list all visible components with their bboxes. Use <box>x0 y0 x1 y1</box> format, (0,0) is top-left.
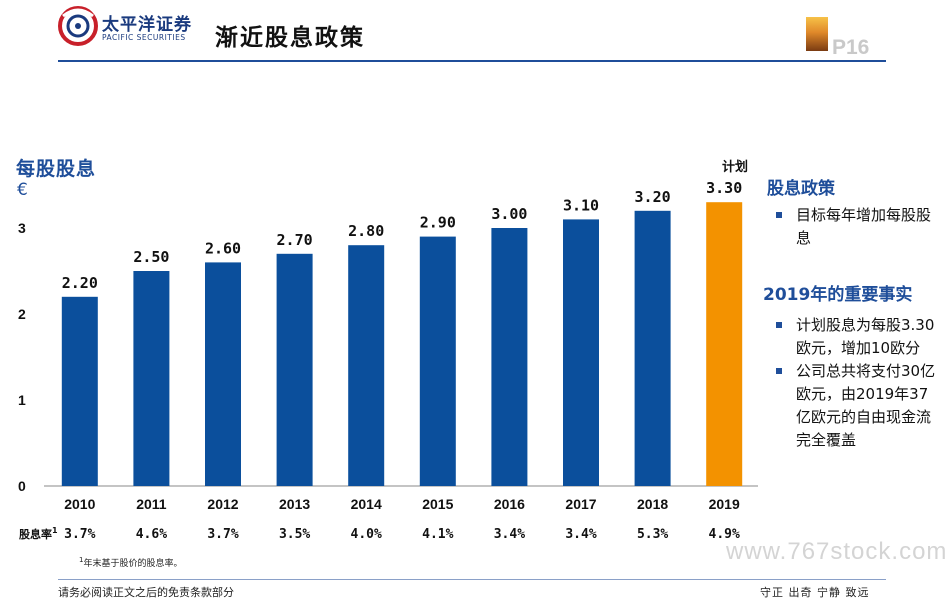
y-tick-label: 3 <box>18 220 26 236</box>
bar-2017 <box>563 219 599 486</box>
dividend-policy-title: 股息政策 <box>767 179 835 199</box>
x-tick-2018: 2018 <box>637 496 668 512</box>
bar-2016 <box>491 228 528 486</box>
bar-2010 <box>61 296 98 486</box>
bar-2011 <box>133 271 170 486</box>
yield-row-label-text: 股息率 <box>19 527 52 541</box>
y-tick-label: 1 <box>18 392 26 408</box>
footer-divider <box>58 579 886 580</box>
x-tick-2011: 2011 <box>136 496 167 512</box>
yield-2013: 3.5% <box>279 527 310 542</box>
y-tick-label: 0 <box>18 478 26 494</box>
bar-2014 <box>348 245 385 486</box>
dividend-policy-list: 目标每年增加每股股息 <box>770 204 940 250</box>
bullet-icon <box>776 368 782 374</box>
x-tick-2014: 2014 <box>351 496 382 512</box>
bullet-icon <box>776 212 782 218</box>
yield-2016: 3.4% <box>494 527 525 542</box>
list-item: 目标每年增加每股股息 <box>770 204 940 250</box>
data-label-2015: 2.90 <box>420 214 456 232</box>
bar-2013 <box>276 253 313 486</box>
x-tick-2012: 2012 <box>207 496 238 512</box>
logo-en-text: PACIFIC SECURITIES <box>102 33 186 42</box>
yield-2015: 4.1% <box>422 527 453 542</box>
data-label-2017: 3.10 <box>563 196 599 214</box>
yield-2011: 4.6% <box>136 527 167 542</box>
y-tick-label: 2 <box>18 306 26 322</box>
footnote: 1年末基于股价的股息率。 <box>79 556 182 569</box>
footnote-sup: 1 <box>79 556 84 564</box>
x-axis-ticks: 2010 2011 2012 2013 2014 2015 2016 2017 2018 2019 <box>64 496 740 512</box>
corner-decoration-image <box>806 17 828 51</box>
fact-item-text: 公司总共将支付30亿欧元，由2019年37亿欧元的自由现金流完全覆盖 <box>796 362 936 449</box>
bar-2018 <box>634 210 671 487</box>
yield-row-label: 股息率1 <box>19 526 58 541</box>
bar-2012 <box>205 262 241 486</box>
x-tick-2016: 2016 <box>494 496 525 512</box>
data-label-2018: 3.20 <box>635 188 671 206</box>
yield-row-label-sup: 1 <box>52 526 58 535</box>
planned-label: 计划 <box>722 159 748 175</box>
yield-2018: 5.3% <box>637 527 668 542</box>
list-item: 计划股息为每股3.30欧元，增加10欧分 <box>770 314 942 360</box>
y-axis-ticks: 0 1 2 3 <box>18 220 26 494</box>
logo-cn-text: 太平洋证券 <box>102 15 192 35</box>
bar-2019 <box>706 202 743 486</box>
page-number: P16 <box>832 36 870 59</box>
page-title: 渐近股息政策 <box>215 25 365 51</box>
dividend-yield-row: 3.7% 4.6% 3.7% 3.5% 4.0% 4.1% 3.4% 3.4% 5.3% 4.9% <box>64 527 740 542</box>
data-label-2011: 2.50 <box>133 248 169 266</box>
motto-text: 守正 出奇 宁静 致远 <box>760 586 870 599</box>
data-label-2016: 3.00 <box>491 205 527 223</box>
bullet-icon <box>776 322 782 328</box>
header-divider <box>58 60 886 62</box>
bars <box>61 202 743 487</box>
x-tick-2013: 2013 <box>279 496 310 512</box>
facts-2019-list: 计划股息为每股3.30欧元，增加10欧分 公司总共将支付30亿欧元，由2019年… <box>770 314 942 452</box>
y-axis-unit: € <box>17 180 28 200</box>
data-label-2013: 2.70 <box>277 231 313 249</box>
yield-2014: 4.0% <box>351 527 382 542</box>
data-label-2012: 2.60 <box>205 239 241 257</box>
pacific-securities-logo-icon <box>58 6 98 46</box>
data-label-2014: 2.80 <box>348 222 384 240</box>
yield-2010: 3.7% <box>64 527 95 542</box>
footnote-text: 年末基于股价的股息率。 <box>83 559 183 569</box>
fact-item-text: 计划股息为每股3.30欧元，增加10欧分 <box>796 316 935 357</box>
data-label-2010: 2.20 <box>62 274 98 292</box>
policy-item-text: 目标每年增加每股股息 <box>796 206 932 247</box>
data-labels: 2.20 2.50 2.60 2.70 2.80 2.90 3.00 3.10 3.20 3.30 <box>62 179 743 292</box>
yield-2012: 3.7% <box>207 527 238 542</box>
bar-2015 <box>419 236 456 486</box>
list-item: 公司总共将支付30亿欧元，由2019年37亿欧元的自由现金流完全覆盖 <box>770 360 942 452</box>
x-tick-2019: 2019 <box>709 496 740 512</box>
x-tick-2010: 2010 <box>64 496 95 512</box>
y-axis-title: 每股股息 <box>16 158 97 180</box>
x-tick-2015: 2015 <box>422 496 453 512</box>
data-label-2019: 3.30 <box>706 179 742 197</box>
watermark: www.767stock.com <box>726 538 947 565</box>
facts-2019-title: 2019年的重要事实 <box>763 285 913 305</box>
yield-2017: 3.4% <box>565 527 596 542</box>
x-tick-2017: 2017 <box>565 496 596 512</box>
disclaimer-text: 请务必阅读正文之后的免责条款部分 <box>58 586 234 599</box>
yield-2019: 4.9% <box>709 527 740 542</box>
dividend-bar-chart: 0 1 2 3 2.20 2.50 2.60 2.70 2.80 2.90 3.00 3.10 3.2… <box>18 159 758 542</box>
